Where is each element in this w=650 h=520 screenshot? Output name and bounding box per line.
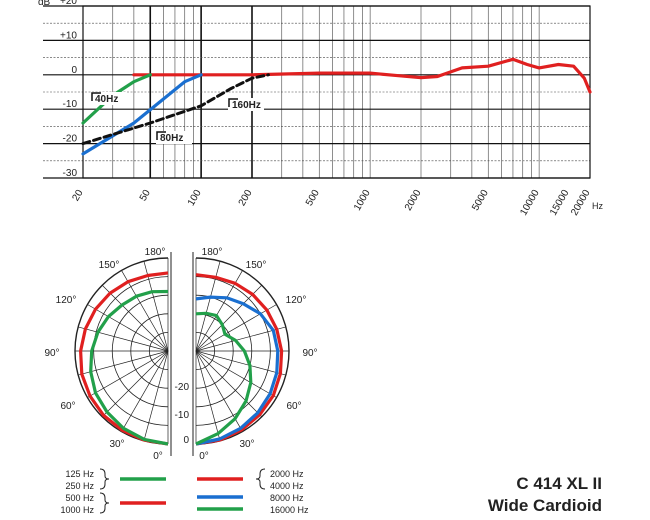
radial-label: -10 <box>175 410 190 421</box>
filter-label-box <box>91 92 127 105</box>
polar-pattern-name: Wide Cardioid <box>488 496 602 515</box>
filter-label-box <box>228 98 264 111</box>
filter-label-text: 40Hz <box>95 94 118 105</box>
polar-spoke <box>87 304 169 352</box>
filter-label-80Hz: 80Hz <box>156 131 192 144</box>
polar-spoke <box>121 270 169 352</box>
y-tick-label: +20 <box>60 0 77 7</box>
angle-label-right: 60° <box>286 401 301 412</box>
filter-label-160Hz: 160Hz <box>228 98 264 111</box>
angle-label-right: 180° <box>202 247 223 258</box>
polar-spoke <box>195 350 221 441</box>
y-tick-label: -20 <box>63 134 78 145</box>
radial-label: 0 <box>183 435 189 446</box>
filter-corner-mark <box>228 98 238 107</box>
polar-spoke <box>78 326 169 352</box>
angle-label-right: 120° <box>286 295 307 306</box>
legend-brace-left <box>99 492 110 514</box>
polar-separator <box>171 248 193 458</box>
x-tick-label: 200 <box>237 188 255 208</box>
polar-curve-2000Hz <box>195 273 284 446</box>
x-unit-label: Hz <box>592 201 603 211</box>
x-tick-label: 5000 <box>470 188 491 213</box>
frequency-response-labels: 40Hz 80Hz 160Hz <box>91 92 264 144</box>
filter-label-text: 80Hz <box>160 133 183 144</box>
polar-spoke <box>195 350 263 418</box>
legend-brace-right <box>255 468 266 490</box>
frequency-response-grid <box>43 5 591 179</box>
x-tick-label: 20000 <box>569 188 593 218</box>
polar-curve-8000Hz <box>195 295 280 446</box>
response-line-160Hz <box>81 73 270 146</box>
polar-plot-left <box>74 257 169 446</box>
polar-spoke <box>87 350 169 398</box>
polar-spoke <box>195 284 263 352</box>
y-tick-label: 0 <box>71 65 77 76</box>
polar-spoke <box>143 350 169 441</box>
filter-corner-mark <box>91 92 101 101</box>
x-tick-label: 50 <box>138 188 153 204</box>
polar-spoke <box>101 284 169 352</box>
filter-label-box <box>156 131 192 144</box>
legend-label-left: 250 Hz <box>65 481 94 491</box>
y-tick-label: -10 <box>63 99 78 110</box>
response-line-flat <box>132 57 592 94</box>
angle-label-left: 180° <box>145 247 166 258</box>
legend-label-left: 125 Hz <box>65 469 94 479</box>
y-unit-label: dB <box>38 0 51 8</box>
polar-spoke <box>78 350 169 376</box>
polar-curve-16000Hz <box>195 311 253 446</box>
legend-label-right: 8000 Hz <box>270 493 304 503</box>
legend-label-right: 16000 Hz <box>270 505 309 515</box>
polar-curve-1000Hz <box>89 289 169 446</box>
x-tick-label: 15000 <box>548 188 572 218</box>
legend-label-left: 1000 Hz <box>60 505 94 515</box>
y-tick-label: -30 <box>63 168 78 179</box>
angle-label-left: 30° <box>109 439 124 450</box>
y-tick-label: +10 <box>60 30 77 41</box>
x-tick-label: 1000 <box>352 188 373 213</box>
polar-spoke <box>195 350 277 398</box>
radial-label: -20 <box>175 382 190 393</box>
polar-spoke <box>101 350 169 418</box>
polar-spoke <box>195 326 286 352</box>
product-model: C 414 XL II <box>516 474 602 493</box>
polar-spoke <box>195 304 277 352</box>
legend: 125 Hz 250 Hz 500 Hz 1000 Hz 2000 Hz 4000 Hz 8… <box>60 468 309 515</box>
legend-label-left: 500 Hz <box>65 493 94 503</box>
frequency-response-series <box>81 57 592 156</box>
angle-label-left: 120° <box>56 295 77 306</box>
response-line-40Hz <box>81 73 152 125</box>
polar-spoke <box>121 350 169 432</box>
filter-label-text: 160Hz <box>232 100 261 111</box>
legend-brace-left <box>99 468 110 490</box>
polar-curve-125Hz <box>79 271 169 446</box>
angle-label-left: 150° <box>99 260 120 271</box>
polar-spoke <box>195 350 286 376</box>
legend-label-right: 4000 Hz <box>270 481 304 491</box>
angle-label-left: 60° <box>60 401 75 412</box>
angle-label-right: 150° <box>246 260 267 271</box>
angle-label-right: 0° <box>199 451 209 462</box>
angle-label-left: 0° <box>153 451 163 462</box>
filter-corner-mark <box>156 131 166 140</box>
polar-labels: 0° 0° 30° 30° 60° 60° 90° 90° 120° 120° 150° 150° 18… <box>44 247 317 462</box>
x-tick-label: 10000 <box>518 188 542 218</box>
angle-label-left: 90° <box>44 348 59 359</box>
x-tick-label: 2000 <box>403 188 424 213</box>
legend-label-right: 2000 Hz <box>270 469 304 479</box>
x-tick-label: 500 <box>304 188 322 208</box>
x-tick-label: 20 <box>71 188 86 204</box>
polar-plot-right <box>195 257 290 446</box>
angle-label-right: 30° <box>239 439 254 450</box>
filter-label-40Hz: 40Hz <box>91 92 127 105</box>
x-tick-label: 100 <box>186 188 204 208</box>
angle-label-right: 90° <box>302 348 317 359</box>
